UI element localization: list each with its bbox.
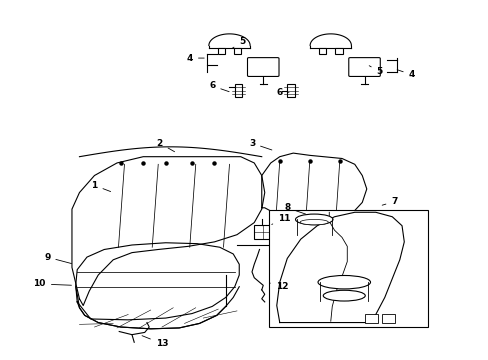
Bar — [234, 48, 241, 54]
Ellipse shape — [323, 290, 365, 301]
Bar — [381, 315, 394, 323]
Ellipse shape — [317, 275, 370, 289]
Text: 4: 4 — [186, 54, 204, 63]
Text: 1: 1 — [91, 181, 110, 192]
Text: 5: 5 — [368, 66, 382, 76]
Text: 4: 4 — [396, 70, 414, 79]
Bar — [254, 225, 270, 239]
Text: 10: 10 — [34, 279, 71, 288]
Ellipse shape — [295, 214, 332, 225]
Text: 2: 2 — [156, 139, 174, 152]
Text: 8: 8 — [284, 203, 305, 214]
Text: 13: 13 — [142, 336, 168, 348]
Text: 6: 6 — [209, 81, 229, 92]
Text: 3: 3 — [248, 139, 271, 150]
Bar — [234, 84, 242, 97]
Text: 5: 5 — [231, 37, 245, 49]
Bar — [318, 48, 325, 54]
Text: 9: 9 — [44, 253, 71, 264]
FancyBboxPatch shape — [247, 58, 279, 76]
Bar — [335, 48, 342, 54]
Bar — [364, 315, 377, 323]
Text: 12: 12 — [269, 282, 287, 291]
FancyBboxPatch shape — [348, 58, 380, 76]
Ellipse shape — [300, 220, 327, 225]
Bar — [286, 84, 294, 97]
Text: 7: 7 — [382, 197, 397, 206]
Bar — [269, 210, 427, 327]
Text: 11: 11 — [271, 213, 290, 225]
Bar — [217, 48, 224, 54]
Text: 6: 6 — [276, 88, 288, 97]
